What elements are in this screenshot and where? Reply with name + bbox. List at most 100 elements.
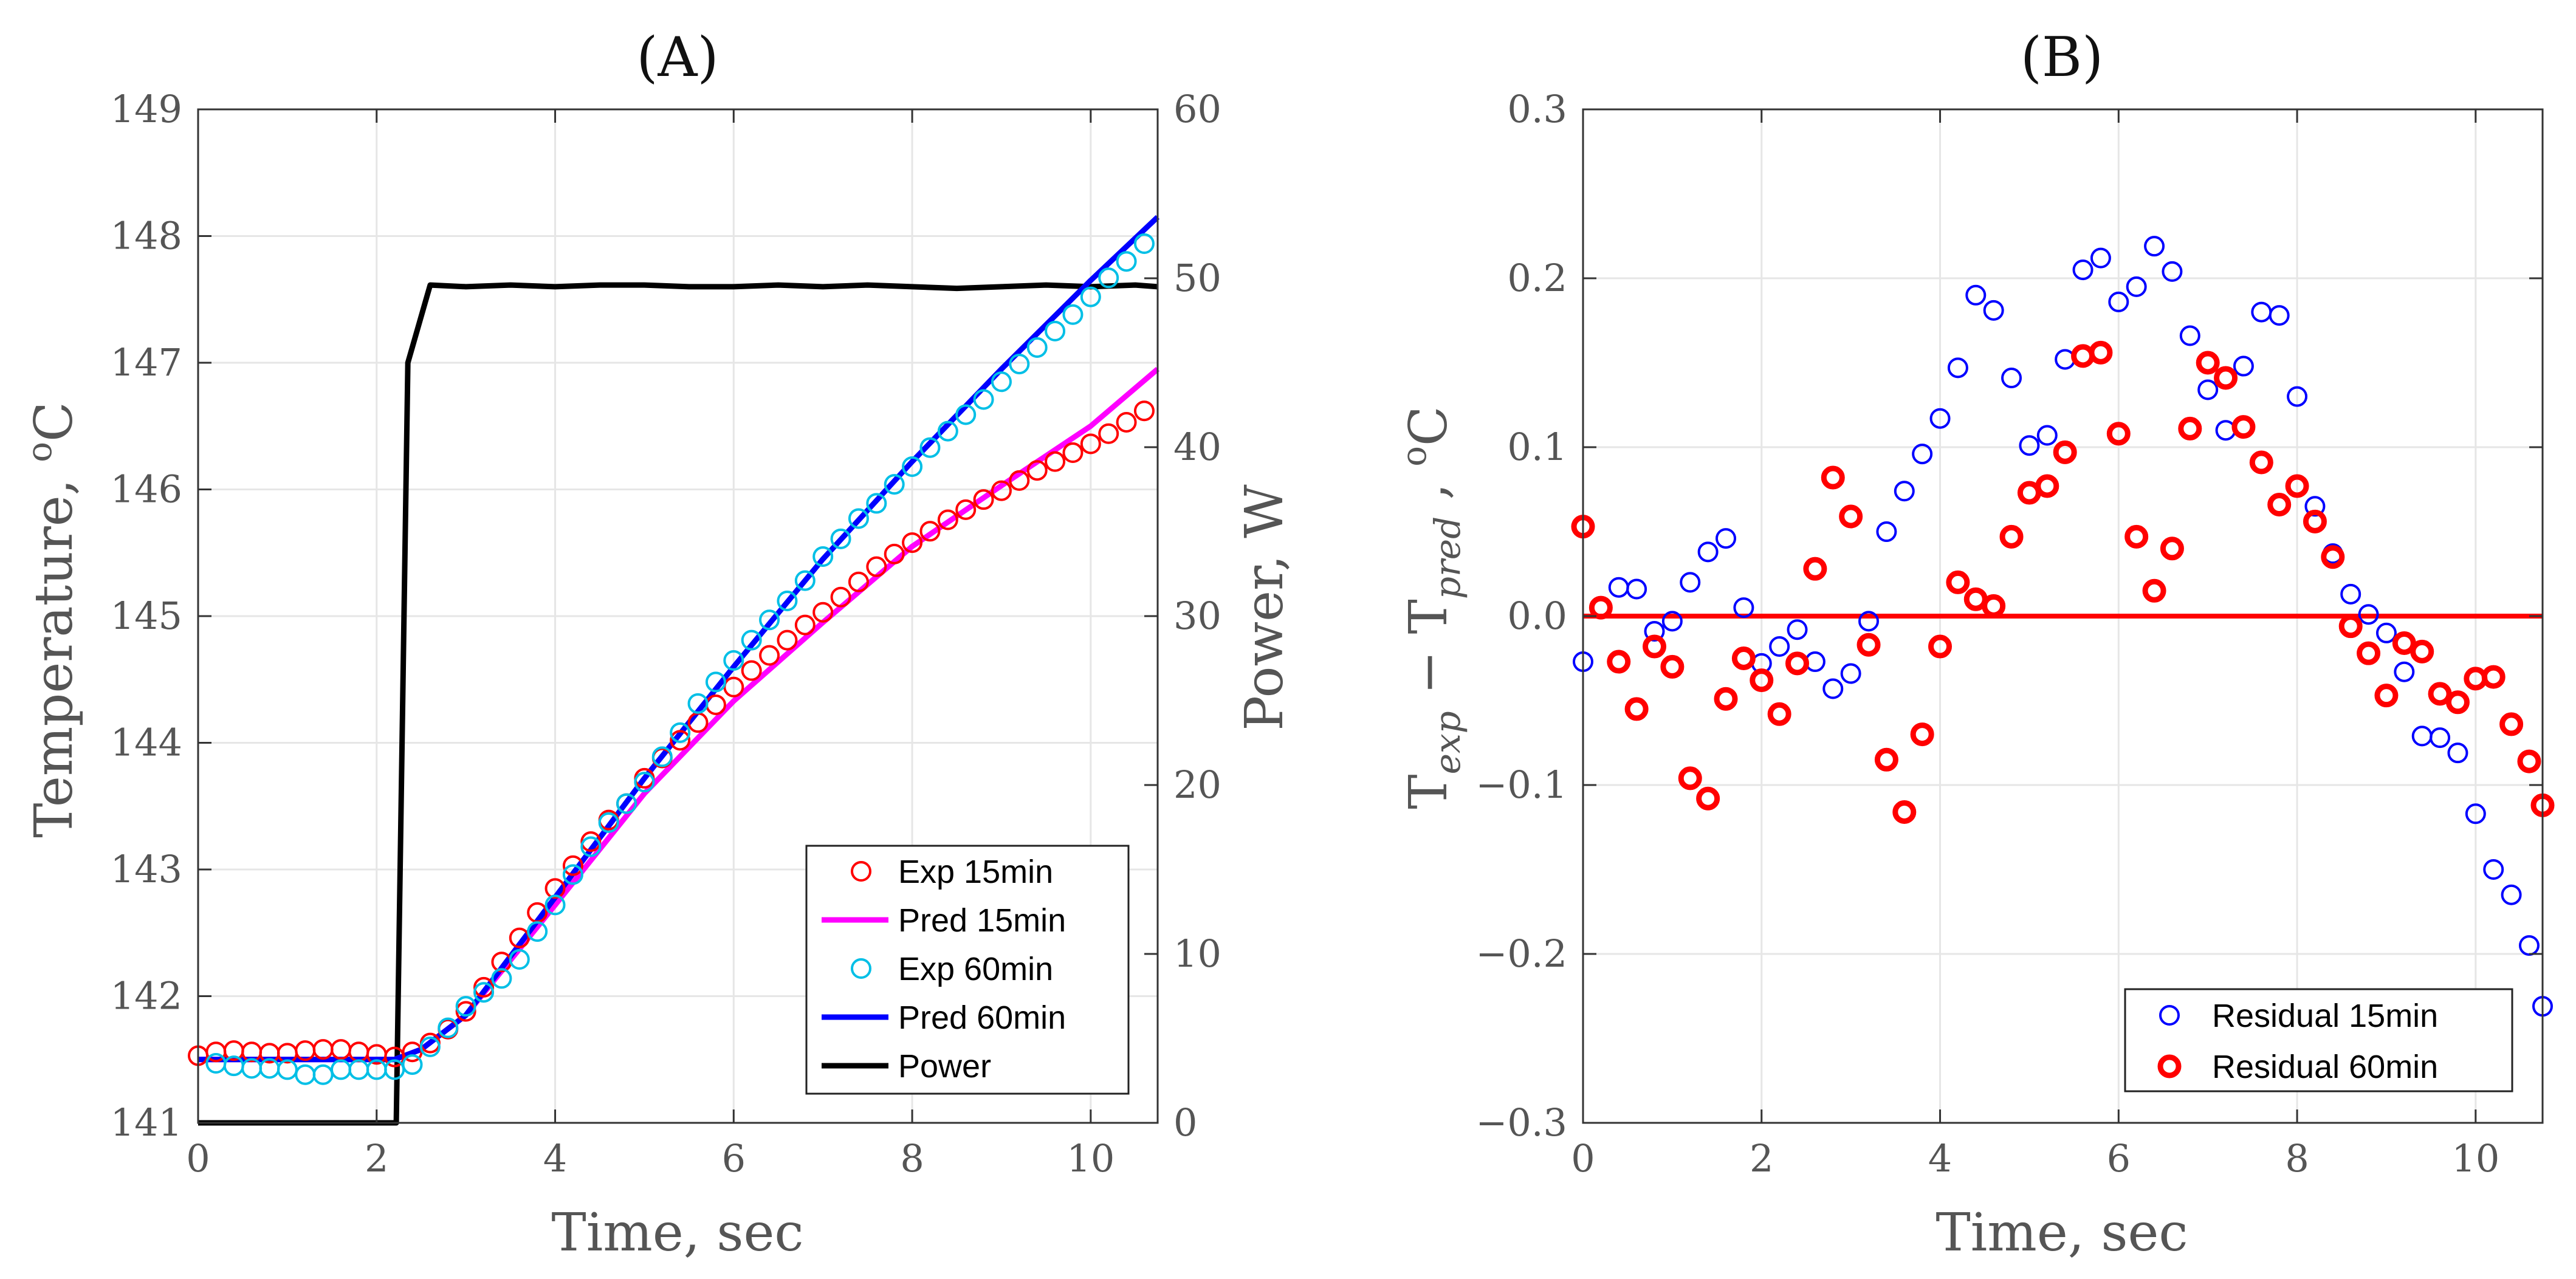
point-exp-15min bbox=[848, 571, 869, 592]
y-tick-label: 148 bbox=[111, 214, 182, 258]
point-exp-60min bbox=[509, 949, 530, 970]
point-residual-15min bbox=[2019, 435, 2040, 456]
point-exp-60min bbox=[1116, 251, 1137, 272]
y-tick-label: 0.1 bbox=[1507, 425, 1567, 469]
y-axis-label-b-t: T bbox=[1398, 774, 1459, 809]
x-tick-label: 10 bbox=[1066, 1136, 1115, 1181]
point-residual-15min bbox=[2447, 742, 2468, 764]
point-exp-15min bbox=[794, 614, 816, 636]
point-residual-60min bbox=[2374, 684, 2399, 708]
point-residual-60min bbox=[2124, 524, 2149, 549]
y-right-tick-label: 50 bbox=[1173, 256, 1221, 300]
point-residual-15min bbox=[1840, 663, 1861, 684]
point-residual-60min bbox=[1714, 687, 1738, 711]
point-residual-15min bbox=[1697, 541, 1719, 563]
point-residual-60min bbox=[1874, 747, 1898, 772]
point-residual-15min bbox=[1894, 481, 1915, 502]
point-residual-15min bbox=[1876, 521, 1897, 542]
y-tick-labels-b: −0.3 −0.2 −0.1 0.0 0.1 0.2 0.3 bbox=[1475, 87, 1567, 1145]
legend-label-exp60: Exp 60min bbox=[898, 951, 1053, 987]
point-residual-60min bbox=[1892, 800, 1917, 824]
y-tick-label: 0.0 bbox=[1507, 594, 1567, 638]
x-tick-labels-b: 0 2 4 6 8 10 bbox=[1571, 1136, 2499, 1181]
point-residual-60min bbox=[2053, 440, 2077, 464]
point-exp-60min bbox=[527, 921, 548, 942]
point-residual-15min bbox=[1929, 408, 1951, 429]
y-axis-label-a-unit: C bbox=[24, 402, 84, 442]
point-residual-60min bbox=[1643, 634, 1667, 659]
point-exp-60min bbox=[741, 629, 762, 651]
point-residual-15min bbox=[2197, 379, 2219, 400]
chart-title-b: (B) bbox=[2021, 26, 2103, 89]
y-tick-label: −0.3 bbox=[1475, 1100, 1567, 1145]
point-exp-15min bbox=[777, 629, 798, 651]
y-axis-label-b-unit: C bbox=[1398, 406, 1459, 446]
point-residual-60min bbox=[1767, 702, 1791, 726]
point-residual-60min bbox=[2178, 416, 2202, 441]
point-exp-60min bbox=[455, 996, 476, 1017]
point-exp-15min bbox=[937, 509, 958, 530]
point-residual-15min bbox=[2126, 276, 2147, 297]
point-residual-60min bbox=[1785, 651, 1810, 676]
point-exp-15min bbox=[866, 556, 887, 577]
point-residual-15min bbox=[2483, 859, 2504, 880]
point-residual-60min bbox=[1660, 654, 1685, 679]
legend-label-residual15: Residual 15min bbox=[2212, 998, 2438, 1034]
point-residual-60min bbox=[1731, 646, 1756, 670]
point-residual-60min bbox=[2481, 665, 2506, 689]
x-tick-label: 4 bbox=[543, 1136, 567, 1181]
x-tick-label: 8 bbox=[900, 1136, 924, 1181]
point-exp-60min bbox=[580, 836, 602, 857]
point-exp-60min bbox=[670, 722, 691, 743]
y-tick-label: 147 bbox=[111, 340, 182, 385]
y-right-tick-label: 60 bbox=[1173, 87, 1221, 131]
point-residual-60min bbox=[2249, 450, 2273, 475]
point-exp-60min bbox=[723, 650, 744, 671]
y-axis-label-b-sub-exp: exp bbox=[1427, 711, 1468, 774]
point-exp-15min bbox=[902, 532, 923, 554]
data-marks-a bbox=[188, 214, 1160, 1126]
point-residual-15min bbox=[1661, 611, 1683, 632]
chart-panel-a: (A) 0 2 4 6 8 10 141142143144145146147148149 … bbox=[20, 26, 1295, 1263]
point-residual-60min bbox=[2160, 537, 2184, 561]
point-residual-60min bbox=[2303, 509, 2327, 533]
point-exp-60min bbox=[473, 982, 495, 1003]
point-exp-60min bbox=[1062, 304, 1084, 325]
legend-label-pred15: Pred 15min bbox=[898, 902, 1066, 939]
point-residual-15min bbox=[2518, 935, 2540, 956]
point-residual-60min bbox=[2035, 474, 2059, 498]
y-tick-labels-a: 141 142 143 144 145 146 147 148 149 bbox=[111, 87, 182, 1145]
line-power bbox=[198, 282, 1158, 1126]
point-residual-60min bbox=[2338, 614, 2363, 639]
point-exp-60min bbox=[419, 1036, 441, 1057]
point-residual-60min bbox=[2089, 340, 2113, 365]
point-residual-15min bbox=[2340, 583, 2361, 605]
point-residual-15min bbox=[2465, 803, 2486, 825]
x-tick-label: 2 bbox=[1750, 1136, 1773, 1181]
y-tick-label: 0.3 bbox=[1507, 87, 1567, 131]
point-residual-60min bbox=[2214, 366, 2238, 390]
point-residual-60min bbox=[2267, 493, 2292, 517]
point-exp-60min bbox=[866, 493, 887, 514]
point-exp-15min bbox=[884, 543, 905, 564]
y-tick-label: −0.1 bbox=[1475, 763, 1567, 807]
point-residual-60min bbox=[2231, 415, 2256, 439]
y-tick-label: 141 bbox=[111, 1100, 182, 1145]
point-exp-15min bbox=[509, 927, 530, 948]
x-axis-label-a: Time, sec bbox=[551, 1202, 803, 1263]
legend-label-power: Power bbox=[898, 1048, 991, 1085]
point-exp-15min bbox=[1098, 423, 1119, 444]
point-residual-15min bbox=[1858, 611, 1880, 632]
y-tick-label: 0.2 bbox=[1507, 256, 1567, 300]
point-residual-15min bbox=[1716, 528, 1737, 549]
point-exp-60min bbox=[955, 404, 977, 425]
point-exp-15min bbox=[473, 976, 495, 998]
legend-box-a bbox=[805, 845, 1130, 1095]
point-residual-15min bbox=[2179, 325, 2200, 346]
point-residual-15min bbox=[1644, 621, 1665, 642]
legend-marker-residual15 bbox=[2159, 1005, 2180, 1026]
point-residual-15min bbox=[2162, 261, 2183, 282]
point-exp-60min bbox=[1045, 320, 1066, 341]
x-tick-label: 10 bbox=[2451, 1136, 2499, 1181]
